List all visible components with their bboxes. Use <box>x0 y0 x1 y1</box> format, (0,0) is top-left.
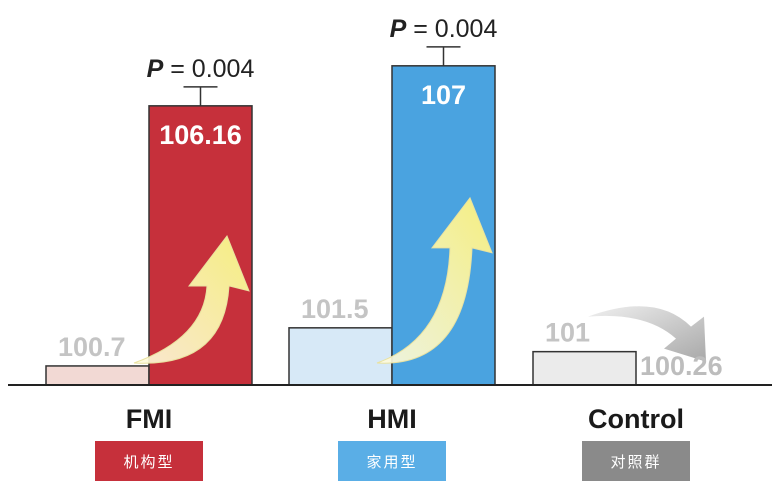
value-label-before-fmi: 100.7 <box>58 332 126 362</box>
value-label-before-control: 101 <box>545 318 590 348</box>
drop-arrow-control <box>588 306 706 362</box>
rise-arrow-hmi <box>376 196 493 364</box>
bar-before-fmi <box>45 365 150 386</box>
value-label-before-hmi: 101.5 <box>301 294 369 324</box>
category-label-hmi: HMI <box>367 404 417 434</box>
category-subtitle-control: 对照群 <box>582 441 690 481</box>
category-label-fmi: FMI <box>126 404 173 434</box>
category-subtitle-fmi: 机构型 <box>95 441 203 481</box>
bar-before-hmi <box>288 327 393 386</box>
value-label-after-control: 100.26 <box>640 351 723 381</box>
value-label-after-hmi: 107 <box>421 80 466 110</box>
p-value-fmi: P = 0.004 <box>147 55 255 83</box>
category-label-control: Control <box>588 404 684 434</box>
bar-before-control <box>532 350 637 386</box>
rise-arrow-fmi <box>133 234 250 364</box>
value-label-after-fmi: 106.16 <box>159 120 242 150</box>
p-value-hmi: P = 0.004 <box>390 15 498 43</box>
category-subtitle-hmi: 家用型 <box>338 441 446 481</box>
